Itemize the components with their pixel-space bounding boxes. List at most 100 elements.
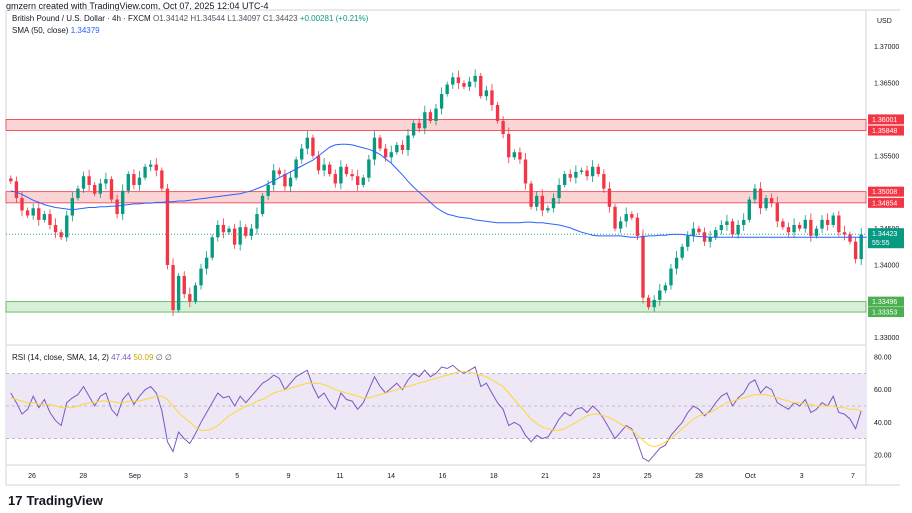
- time-tick-label: Oct: [745, 473, 756, 480]
- candle-body: [204, 257, 209, 269]
- candle-body: [305, 137, 309, 149]
- resistance-zone-lower: [5, 191, 867, 204]
- candle-body: [803, 219, 807, 229]
- candle-body: [630, 214, 634, 218]
- rsi-legend[interactable]: RSI (14, close, SMA, 14, 2) 47.44 50.09 …: [12, 353, 172, 362]
- rsi-sma-value: 50.09: [133, 353, 154, 362]
- ohlc-open: O1.34142: [152, 14, 189, 23]
- creator-text: gmzern created with TradingView.com, Oct…: [6, 1, 269, 11]
- rsi-axis[interactable]: 80.00 60.00 40.00 20.00: [874, 355, 892, 460]
- candle-body: [540, 195, 544, 211]
- rsi-extra-1: ∅: [155, 353, 163, 362]
- candle-body: [221, 224, 226, 233]
- candle-body: [109, 179, 114, 200]
- candle-body: [277, 170, 282, 175]
- rsi-tick-label: 60.00: [874, 387, 892, 394]
- candle-body: [613, 206, 617, 229]
- candle-body: [439, 94, 444, 109]
- level-tag-text: 1.33353: [872, 310, 897, 317]
- candle-body: [814, 228, 819, 236]
- candle-body: [411, 123, 416, 136]
- candle-body: [300, 148, 304, 160]
- candle-body: [590, 166, 595, 177]
- candle-body: [546, 208, 550, 211]
- candle-body: [742, 219, 746, 225]
- candle-body: [14, 181, 19, 199]
- candle-body: [160, 170, 164, 189]
- candle-body: [266, 184, 270, 196]
- level-tag-bg: [868, 307, 904, 318]
- candle-body: [93, 184, 97, 194]
- candle-body: [288, 177, 293, 187]
- candle-body: [260, 195, 265, 215]
- candle-body: [831, 215, 835, 225]
- candle-body: [663, 285, 668, 291]
- candle-body: [316, 155, 321, 171]
- candle-body: [646, 297, 651, 308]
- candle-body: [238, 227, 242, 245]
- symbol-title[interactable]: British Pound / U.S. Dollar · 4h · FXCM: [12, 14, 151, 23]
- candle-body: [434, 108, 438, 121]
- ohlc-high: H1.34544: [190, 14, 226, 23]
- candle-body: [76, 188, 80, 199]
- candle-body: [753, 188, 757, 200]
- sma-legend[interactable]: SMA (50, close) 1.34379: [12, 26, 100, 35]
- candle-body: [199, 268, 203, 286]
- candle-body: [501, 120, 505, 135]
- candle-body: [216, 224, 220, 238]
- candle-body: [20, 198, 24, 211]
- candle-body: [674, 257, 679, 269]
- sma-value: 1.34379: [70, 26, 100, 35]
- candle-body: [697, 228, 701, 233]
- current-price-text: 1.34423: [872, 231, 897, 238]
- time-tick-label: 3: [800, 473, 804, 480]
- time-tick-label: 5: [235, 473, 239, 480]
- candle-body: [574, 171, 578, 178]
- candle-body: [523, 159, 528, 184]
- candle-body: [59, 232, 63, 238]
- candle-body: [579, 170, 584, 172]
- candle-body: [551, 198, 556, 209]
- candle-body: [193, 285, 198, 302]
- candle-body: [249, 228, 254, 236]
- candle-body: [736, 224, 740, 235]
- candle-body: [210, 237, 214, 258]
- time-tick-label: 26: [28, 473, 36, 480]
- candle-body: [400, 144, 405, 151]
- candle-body: [730, 221, 735, 235]
- countdown-text: 55:55: [872, 240, 890, 247]
- candle-body: [417, 123, 421, 129]
- time-axis[interactable]: 26 28 Sep 3 5 9 11 14 16 18 21 23 25 28 Oct 3 7: [28, 473, 855, 480]
- time-tick-label: 25: [644, 473, 652, 480]
- candle-body: [825, 219, 830, 225]
- candle-body: [842, 232, 847, 235]
- rsi-sma-line: [10, 371, 862, 448]
- candle-body: [507, 134, 511, 158]
- sma-line: [10, 143, 867, 238]
- candle-body: [428, 112, 433, 121]
- candle-body: [423, 112, 427, 129]
- candle-body: [568, 174, 572, 178]
- candle-body: [188, 294, 192, 302]
- level-tag-text: 1.35008: [872, 189, 897, 196]
- candle-body: [283, 174, 287, 187]
- candle-body: [227, 228, 231, 233]
- time-tick-label: Sep: [128, 473, 141, 480]
- candle-body: [53, 224, 58, 233]
- candle-body: [65, 215, 69, 238]
- candle-body: [232, 228, 237, 245]
- candle-body: [37, 208, 41, 220]
- candle-body: [820, 219, 824, 229]
- candle-body: [126, 174, 130, 191]
- rsi-label: RSI (14, close, SMA, 14, 2): [12, 353, 109, 362]
- candle-body: [618, 221, 623, 229]
- tradingview-logo: 17 TradingView: [8, 493, 103, 508]
- time-tick-label: 11: [336, 473, 343, 480]
- candle-body: [652, 299, 656, 308]
- candle-body: [775, 203, 779, 222]
- candle-body: [725, 221, 729, 225]
- price-change: +0.00281 (+0.21%): [299, 14, 369, 23]
- support-zone: [5, 301, 867, 313]
- candle-body: [132, 174, 136, 185]
